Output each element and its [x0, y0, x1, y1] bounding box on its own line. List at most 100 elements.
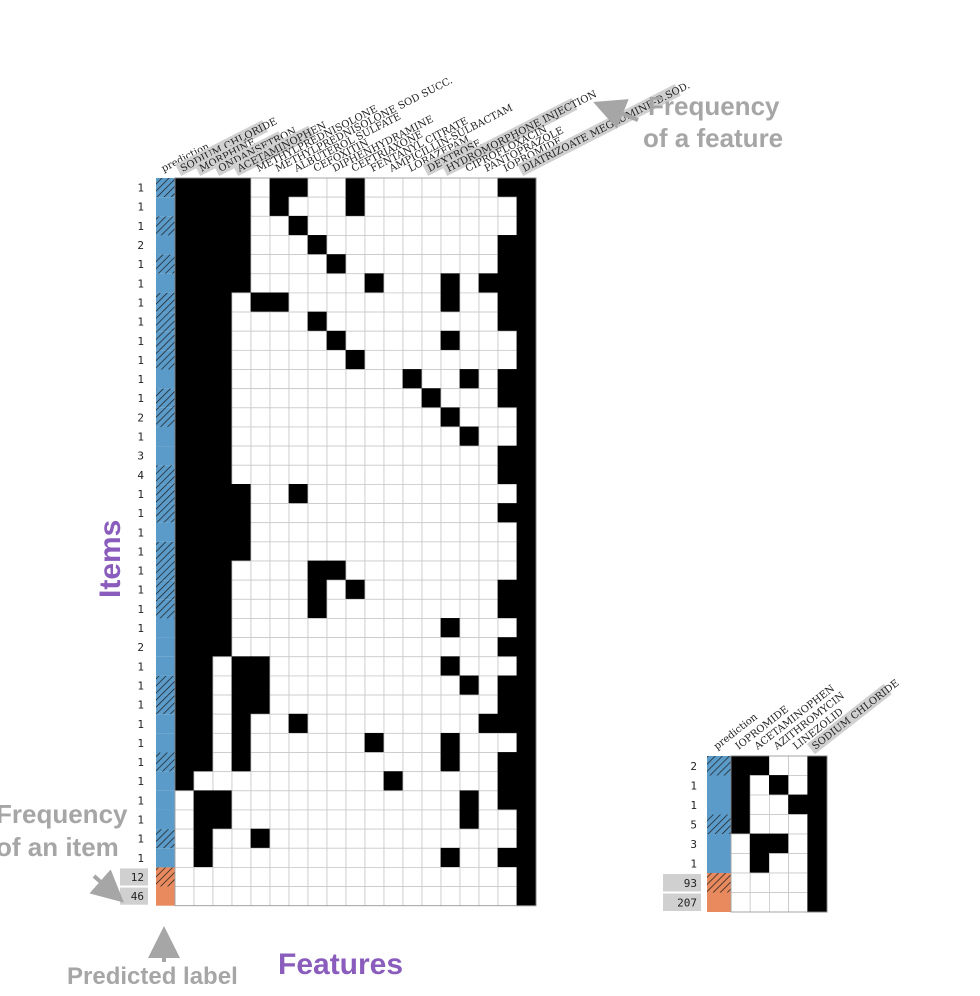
left_matrix-feature-cell-empty — [383, 445, 404, 466]
left_matrix-feature-cell-empty — [269, 464, 290, 485]
left_matrix-item-frequency: 1 — [137, 488, 144, 501]
left_matrix-feature-cell-filled — [497, 598, 518, 619]
left_matrix-feature-cell-empty — [402, 292, 423, 313]
left_matrix-feature-cell-empty — [497, 196, 518, 217]
left_matrix-feature-cell-filled — [516, 675, 537, 696]
left_matrix-feature-cell-filled — [516, 503, 537, 524]
left_matrix-feature-cell-empty — [269, 503, 290, 524]
left_matrix-feature-cell-filled — [193, 177, 214, 198]
left_matrix-feature-cell-empty — [250, 522, 271, 543]
left_matrix-feature-cell-filled — [193, 196, 214, 217]
left_matrix-feature-cell-empty — [497, 483, 518, 504]
left_matrix-feature-cell-empty — [478, 752, 499, 773]
left_matrix-feature-cell-empty — [497, 732, 518, 753]
left_matrix-feature-cell-filled — [212, 560, 233, 581]
left_matrix-feature-cell-empty — [459, 503, 480, 524]
feature-frequency-annotation: Frequency of a feature — [593, 91, 783, 153]
left_matrix-feature-cell-empty — [421, 483, 442, 504]
left_matrix-feature-cell-empty — [364, 828, 385, 849]
left_matrix-feature-cell-empty — [269, 886, 290, 907]
left_matrix-feature-cell-filled — [212, 579, 233, 600]
left_matrix-feature-cell-empty — [421, 847, 442, 868]
right_matrix-feature-cell-empty — [769, 794, 790, 815]
predicted-label-annotation: Predicted label — [67, 926, 238, 990]
left_matrix-feature-cell-empty — [364, 560, 385, 581]
left_matrix-feature-cell-filled — [193, 694, 214, 715]
left_matrix-feature-cell-filled — [193, 713, 214, 734]
left_matrix-feature-cell-empty — [326, 713, 347, 734]
left_matrix-item-frequency: 1 — [137, 565, 144, 578]
left_matrix-feature-cell-empty — [402, 867, 423, 887]
left_matrix-feature-cell-empty — [459, 694, 480, 715]
left_matrix-feature-cell-filled — [516, 752, 537, 773]
left_matrix-feature-cell-empty — [364, 311, 385, 332]
left_matrix-feature-cell-empty — [288, 675, 309, 696]
left_matrix-prediction-cell — [156, 637, 175, 657]
right_matrix-feature-cell-filled — [807, 755, 828, 776]
left_matrix-feature-cell-filled — [269, 196, 290, 217]
left_matrix-prediction-hatch — [156, 254, 175, 274]
left_matrix-feature-cell-filled — [193, 579, 214, 600]
left_matrix-feature-cell-empty — [497, 828, 518, 849]
left_matrix-feature-cell-empty — [288, 292, 309, 313]
left_matrix-feature-cell-empty — [326, 579, 347, 600]
left_matrix-feature-cell-empty — [364, 656, 385, 677]
left_matrix-feature-cell-empty — [459, 177, 480, 198]
left_matrix-feature-cell-empty — [288, 388, 309, 409]
left_matrix-feature-cell-empty — [345, 752, 366, 773]
left_matrix-feature-cell-empty — [326, 483, 347, 504]
left_matrix-feature-cell-empty — [307, 771, 328, 792]
left_matrix-feature-cell-empty — [364, 388, 385, 409]
left_matrix-feature-cell-filled — [174, 503, 195, 524]
left_matrix-feature-cell-empty — [459, 349, 480, 370]
left_matrix-feature-cell-empty — [402, 675, 423, 696]
left_matrix-feature-cell-filled — [174, 752, 195, 773]
left_matrix-prediction-hatch — [156, 829, 175, 849]
left_matrix-feature-cell-empty — [440, 790, 461, 811]
left_matrix-feature-cell-empty — [364, 177, 385, 198]
left_matrix-feature-cell-empty — [212, 713, 233, 734]
left_matrix-feature-cell-filled — [516, 809, 537, 830]
left_matrix-feature-cell-filled — [174, 311, 195, 332]
left_matrix-feature-cell-empty — [250, 426, 271, 447]
left_matrix-feature-cell-empty — [212, 656, 233, 677]
left_matrix-feature-cell-empty — [345, 369, 366, 390]
left_matrix-feature-cell-empty — [440, 388, 461, 409]
left_matrix-feature-cell-filled — [516, 522, 537, 543]
left_matrix-feature-cell-empty — [421, 254, 442, 275]
left_matrix-feature-cell-empty — [231, 886, 252, 907]
left_matrix-feature-cell-empty — [478, 388, 499, 409]
left_matrix-feature-cell-empty — [345, 407, 366, 428]
left_matrix-feature-cell-empty — [269, 579, 290, 600]
left_matrix-feature-cell-empty — [402, 618, 423, 639]
left_matrix-feature-cell-filled — [174, 177, 195, 198]
left_matrix-header-freq-bar — [213, 131, 285, 177]
left_matrix-feature-cell-empty — [459, 388, 480, 409]
left_matrix-item-frequency: 1 — [137, 852, 144, 865]
left_matrix-feature-cell-filled — [516, 732, 537, 753]
left_matrix-item-frequency: 1 — [137, 258, 144, 271]
left_matrix-feature-cell-empty — [440, 675, 461, 696]
left_matrix-item-frequency: 1 — [137, 679, 144, 692]
left_matrix-feature-cell-empty — [288, 349, 309, 370]
left_matrix-prediction-cell — [156, 197, 175, 217]
right_matrix-feature-cell-filled — [730, 814, 751, 835]
left_matrix-feature-cell-empty — [250, 579, 271, 600]
left_matrix-feature-cell-empty — [307, 752, 328, 773]
right_matrix-item-frequency: 1 — [690, 779, 697, 792]
left_matrix-feature-cell-empty — [383, 292, 404, 313]
left_matrix-feature-cell-filled — [174, 445, 195, 466]
right_matrix-feature-cell-filled — [769, 775, 790, 796]
left_matrix-feature-cell-empty — [212, 771, 233, 792]
left_matrix-feature-cell-empty — [383, 732, 404, 753]
left_matrix-feature-cell-filled — [459, 790, 480, 811]
left_matrix-item-frequency: 1 — [137, 354, 144, 367]
left_matrix-feature-cell-empty — [383, 235, 404, 255]
left_matrix-prediction-hatch — [156, 561, 175, 581]
left_matrix-feature-cell-empty — [440, 522, 461, 543]
left_matrix-feature-cell-empty — [497, 618, 518, 639]
left_matrix-feature-cell-filled — [212, 522, 233, 543]
left_matrix-feature-cell-empty — [231, 771, 252, 792]
left_matrix-feature-cell-empty — [459, 828, 480, 849]
